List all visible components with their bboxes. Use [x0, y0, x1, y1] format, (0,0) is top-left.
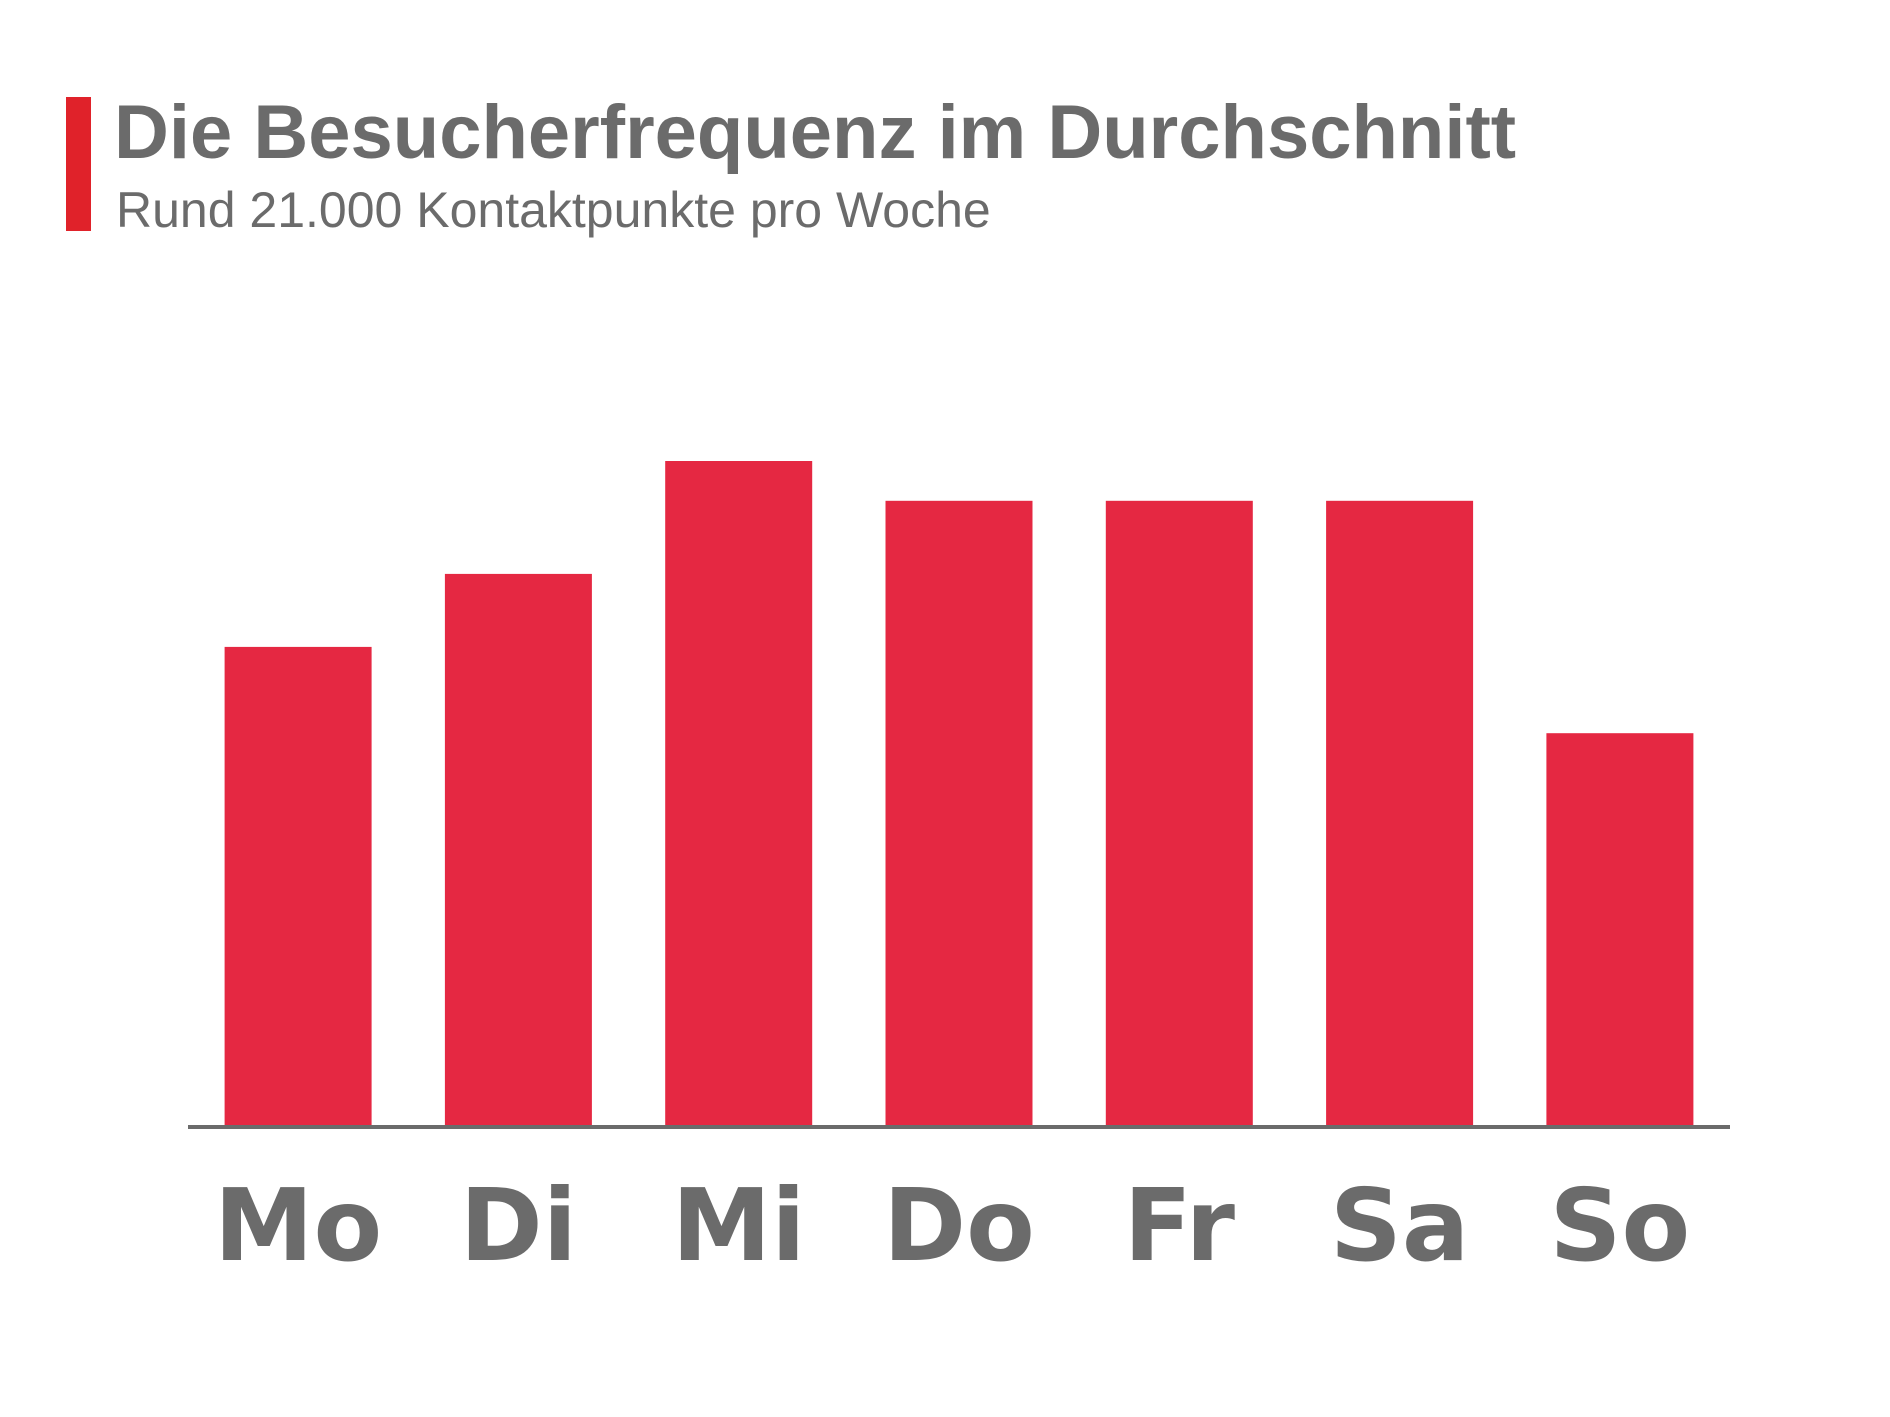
bar-di — [444, 573, 592, 1125]
chart-subtitle: Rund 21.000 Kontaktpunkte pro Woche — [116, 182, 991, 238]
x-tick-label-mi: Mi — [672, 1167, 806, 1284]
x-tick-labels: Mo Di Mi Do Fr Sa So — [214, 1167, 1690, 1284]
bar-so — [1546, 733, 1694, 1125]
bars-group — [224, 461, 1694, 1125]
x-tick-label-sa: Sa — [1330, 1167, 1470, 1284]
bar-fr — [1105, 500, 1253, 1125]
bar-sa — [1326, 500, 1474, 1125]
bar-mi — [665, 461, 813, 1125]
x-tick-label-fr: Fr — [1124, 1167, 1236, 1284]
x-tick-label-so: So — [1550, 1167, 1691, 1284]
x-tick-label-mo: Mo — [214, 1167, 382, 1284]
x-tick-label-do: Do — [883, 1167, 1035, 1284]
bar-mo — [224, 646, 372, 1125]
x-tick-label-di: Di — [460, 1167, 577, 1284]
title-accent-bar — [66, 97, 91, 231]
chart-title: Die Besucherfrequenz im Durchschnitt — [114, 90, 1517, 175]
bar-do — [885, 500, 1033, 1125]
